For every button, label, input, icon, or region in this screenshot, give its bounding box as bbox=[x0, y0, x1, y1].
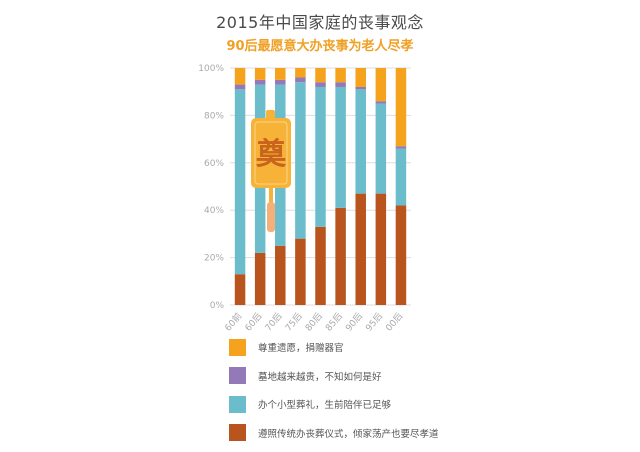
x-tick-label: 95后 bbox=[364, 311, 386, 334]
legend-item-respect: 尊重遗愿，捐赠器官 bbox=[229, 338, 529, 356]
bar-segment bbox=[295, 238, 306, 305]
x-tick-label: 85后 bbox=[323, 311, 345, 334]
bar-segment bbox=[234, 274, 246, 305]
bar-segment bbox=[315, 82, 326, 87]
chart-subtitle: 90后最愿意大办丧事为老人尽孝 bbox=[226, 39, 414, 54]
badge-character: 奠 bbox=[256, 137, 287, 172]
bar-segment bbox=[375, 101, 387, 104]
x-tick-label: 90后 bbox=[343, 311, 365, 334]
x-tick-label: 80后 bbox=[303, 311, 325, 334]
bar-segment bbox=[234, 89, 246, 275]
badge-border bbox=[254, 121, 288, 185]
bar-segment bbox=[395, 205, 407, 305]
x-tick-label: 60后 bbox=[243, 311, 265, 334]
badge-knot bbox=[269, 188, 273, 202]
bar-segment bbox=[275, 79, 286, 85]
x-tick-label: 60前 bbox=[222, 310, 244, 333]
bar-segment bbox=[355, 89, 366, 194]
y-tick-label: 100% bbox=[198, 64, 224, 74]
bar-segment bbox=[355, 193, 366, 305]
bar-segment bbox=[375, 68, 387, 102]
x-tick-label: 75后 bbox=[283, 311, 305, 334]
bar-segment bbox=[315, 226, 326, 305]
bar-segment bbox=[355, 86, 366, 90]
bar-segment bbox=[375, 103, 387, 194]
legend-label: 尊重遗愿，捐赠器官 bbox=[258, 343, 344, 354]
legend-item-traditional: 遵照传统办丧葬仪式，倾家荡产也要尽孝道 bbox=[229, 424, 529, 442]
bar-segment bbox=[335, 68, 346, 83]
legend-item-grave: 墓地越来越贵，不知如何是好 bbox=[229, 367, 529, 385]
bar-segment bbox=[295, 68, 306, 78]
bar-segment bbox=[375, 193, 387, 305]
bar-segment bbox=[335, 86, 346, 208]
bar-segment bbox=[234, 84, 246, 90]
legend-swatch bbox=[229, 338, 246, 356]
badge-plate bbox=[251, 118, 291, 188]
legend-label: 办个小型葬礼，生前陪伴已足够 bbox=[258, 400, 392, 411]
bar-segment bbox=[295, 82, 306, 239]
bar-segment bbox=[335, 207, 346, 305]
badge-hook bbox=[266, 110, 275, 120]
legend: 尊重遗愿，捐赠器官 墓地越来越贵，不知如何是好 办个小型葬礼，生前陪伴已足够 遵… bbox=[229, 338, 529, 452]
legend-item-simple: 办个小型葬礼，生前陪伴已足够 bbox=[229, 395, 529, 413]
bar-segment bbox=[275, 245, 286, 305]
bar-segment bbox=[335, 82, 346, 87]
bar-segment bbox=[234, 68, 246, 85]
bar-segment bbox=[315, 86, 326, 227]
bar-segment bbox=[395, 68, 407, 147]
chart-title: 2015年中国家庭的丧事观念 bbox=[216, 13, 424, 32]
y-tick-label: 20% bbox=[204, 254, 224, 264]
bar-segment bbox=[355, 68, 366, 87]
legend-label: 遵照传统办丧葬仪式，倾家荡产也要尽孝道 bbox=[258, 428, 439, 440]
y-tick-label: 40% bbox=[204, 206, 224, 216]
legend-label: 墓地越来越贵，不知如何是好 bbox=[258, 371, 382, 383]
bar-segment bbox=[275, 68, 286, 80]
bar-segment bbox=[395, 146, 407, 149]
x-tick-label: 00后 bbox=[384, 311, 406, 334]
badge-tassel bbox=[267, 202, 275, 232]
bar-segment bbox=[254, 79, 266, 85]
bar-segment bbox=[254, 252, 266, 305]
y-tick-label: 0% bbox=[210, 301, 225, 311]
bar-segment bbox=[395, 148, 407, 206]
legend-swatch bbox=[229, 395, 246, 413]
legend-swatch bbox=[229, 367, 246, 384]
legend-swatch bbox=[229, 424, 246, 441]
bar-segment bbox=[295, 77, 306, 83]
bar-segment bbox=[315, 68, 326, 83]
x-tick-label: 70后 bbox=[263, 311, 285, 334]
bar-segment bbox=[254, 68, 266, 80]
y-tick-label: 80% bbox=[204, 111, 224, 121]
y-tick-label: 60% bbox=[204, 159, 224, 169]
